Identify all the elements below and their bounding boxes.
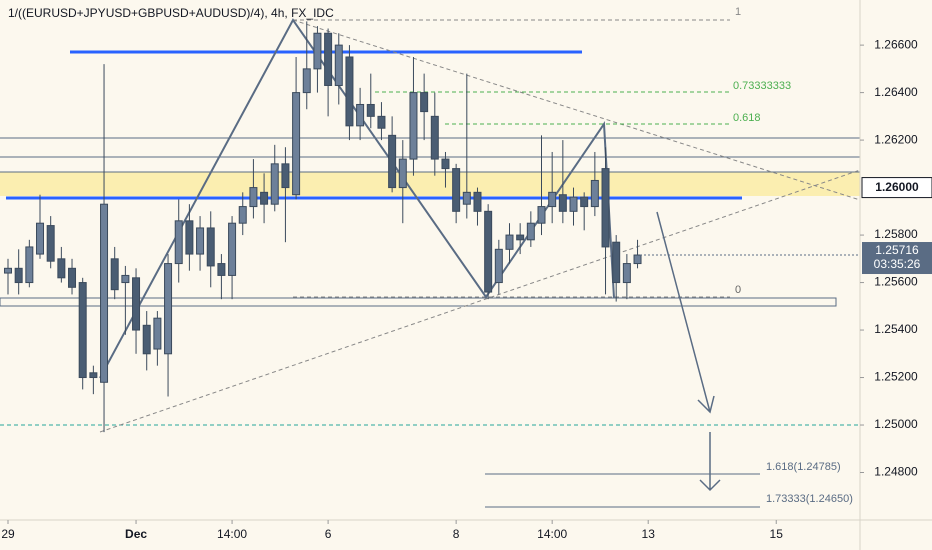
candle-body — [313, 32, 322, 70]
candle-body — [420, 92, 429, 113]
candle-body — [601, 168, 610, 248]
countdown-label: 03:35:26 — [874, 257, 921, 271]
y-tick-label: 1.26600 — [874, 37, 918, 51]
candle-body — [462, 191, 471, 205]
candle-body — [228, 222, 237, 276]
candle-body — [558, 194, 567, 212]
candle-body — [356, 103, 365, 127]
candle-body — [185, 220, 194, 255]
candle-body — [4, 267, 13, 274]
arrow — [656, 211, 715, 414]
fib-label: 1 — [735, 6, 741, 18]
candle-body — [430, 115, 439, 160]
candle-body — [110, 258, 119, 291]
candle-body — [68, 267, 77, 288]
y-tick-label: 1.26200 — [874, 132, 918, 146]
candle-body — [89, 372, 98, 379]
candle-body — [121, 274, 130, 284]
candle-body — [324, 32, 333, 86]
candle-body — [548, 191, 557, 208]
last-price-label: 1.25716 — [875, 243, 919, 257]
candle-body — [377, 115, 386, 129]
candle-body — [398, 158, 407, 189]
fib-label: 0.73333333 — [733, 80, 791, 92]
drawings: 1 0.73333333 0.618 0 1.618(1.24785) 1.73… — [0, 6, 861, 508]
candle-body — [57, 258, 66, 279]
candle-body — [505, 234, 514, 250]
candle-body — [580, 196, 589, 208]
candle-body — [334, 44, 343, 86]
candle-body — [36, 222, 45, 255]
candle-body — [345, 56, 354, 127]
support-box — [0, 297, 837, 307]
candle-body — [153, 317, 162, 350]
y-tick-label: 1.25000 — [874, 417, 918, 431]
candle-body — [142, 324, 151, 355]
highlight-price-label: 1.26000 — [875, 180, 919, 194]
arrow — [699, 432, 721, 492]
target-label: 1.618(1.24785) — [766, 461, 841, 473]
candle-body — [452, 168, 461, 212]
fib-label: 0 — [735, 284, 741, 296]
candle-body — [473, 191, 482, 212]
candle-body — [132, 277, 141, 331]
x-tick-label: 8 — [453, 527, 460, 541]
candle-body — [78, 282, 87, 379]
y-tick-label: 1.24800 — [874, 465, 918, 479]
trend-line — [99, 169, 861, 433]
y-tick-label: 1.26400 — [874, 85, 918, 99]
candle-body — [612, 241, 621, 284]
candle-body — [14, 267, 23, 284]
candle-body — [260, 191, 269, 205]
y-tick-label: 1.25400 — [874, 322, 918, 336]
candle-body — [590, 179, 599, 208]
highlight-price-box — [861, 177, 932, 199]
highlight-zone — [0, 172, 860, 196]
candle-body — [100, 203, 109, 383]
candle-body — [292, 92, 301, 196]
x-tick-label: 13 — [642, 527, 656, 541]
fib-label: 0.618 — [733, 112, 761, 124]
x-tick-label: 14:00 — [537, 527, 567, 541]
candle-body — [526, 222, 535, 241]
trend-line — [292, 19, 861, 201]
candle-body — [217, 263, 226, 276]
candle-body — [174, 220, 183, 265]
y-tick-label: 1.25200 — [874, 370, 918, 384]
y-tick-label: 1.25800 — [874, 227, 918, 241]
candle-body — [302, 68, 311, 94]
candle-body — [484, 210, 493, 293]
chart-title: 1/((EURUSD+JPYUSD+GBPUSD+AUDUSD)/4), 4h,… — [8, 6, 334, 20]
candle-body — [164, 263, 173, 355]
x-tick-label: 14:00 — [217, 527, 247, 541]
x-tick-label: 29 — [1, 527, 15, 541]
candle-body — [281, 163, 290, 189]
last-price-box — [862, 242, 932, 275]
x-tick-label: 15 — [770, 527, 784, 541]
candle-body — [196, 227, 205, 255]
candle-body — [388, 134, 397, 189]
candle-body — [270, 163, 279, 205]
candle-body — [238, 206, 247, 224]
target-label: 1.73333(1.24650) — [766, 493, 853, 505]
candle-body — [249, 187, 258, 208]
candle-body — [441, 158, 450, 170]
candle-body — [494, 248, 503, 284]
y-tick-label: 1.25600 — [874, 275, 918, 289]
candle-body — [516, 234, 525, 241]
candle-body — [46, 225, 55, 262]
candle-body — [409, 92, 418, 160]
candle-body — [206, 227, 215, 267]
candle-body — [622, 263, 631, 284]
candle-body — [25, 246, 34, 284]
candle-body — [569, 196, 578, 212]
candle-body — [633, 254, 642, 265]
candle-body — [537, 206, 546, 224]
candle-body — [366, 103, 375, 117]
x-tick-label: 6 — [325, 527, 332, 541]
x-tick-label: Dec — [125, 527, 147, 541]
